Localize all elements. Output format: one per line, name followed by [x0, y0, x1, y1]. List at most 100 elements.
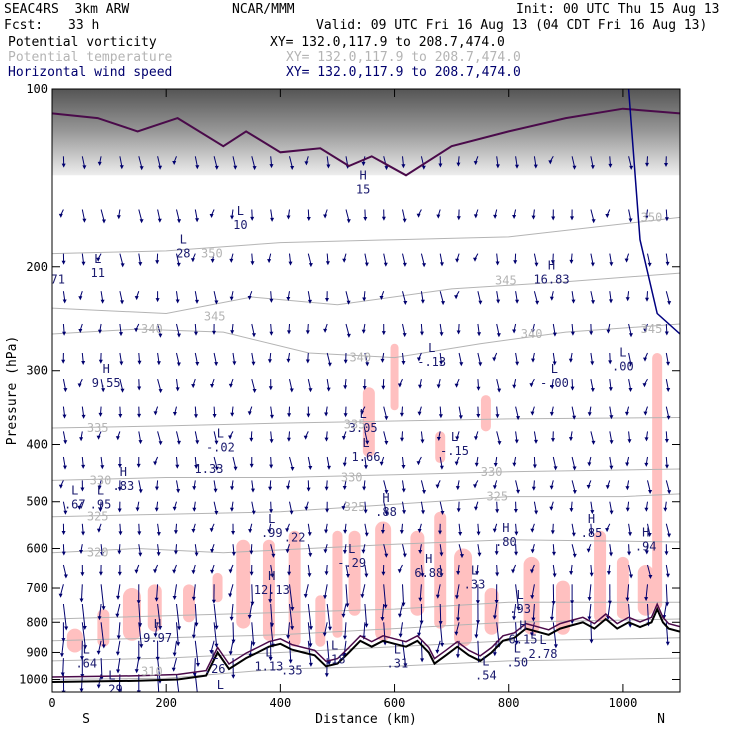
- wind-vector-head: [117, 550, 122, 555]
- wind-vector-head: [116, 669, 120, 674]
- wind-vector: [627, 501, 630, 509]
- wind-vector-head: [270, 573, 275, 578]
- wind-vector: [289, 501, 293, 512]
- wind-vector: [552, 456, 557, 468]
- wind-vector-head: [271, 553, 276, 558]
- wind-vector-head: [552, 332, 557, 337]
- wind-vector-head: [569, 259, 574, 264]
- theta-label: 340: [349, 351, 371, 365]
- pv-extremum-kind: L: [211, 648, 218, 662]
- wind-vector-head: [398, 633, 403, 638]
- wind-vector-head: [81, 531, 86, 536]
- x-tick-label: 1000: [608, 696, 637, 710]
- pv-extremum-value: .31: [387, 657, 409, 671]
- wind-vector: [270, 456, 272, 466]
- theta-label: 310: [141, 665, 163, 679]
- wind-vector: [570, 253, 573, 261]
- wind-vector: [496, 156, 499, 166]
- wind-vector: [229, 584, 234, 595]
- wind-vector-head: [324, 529, 328, 534]
- wind-vector-head: [305, 330, 310, 335]
- wind-vector: [119, 291, 123, 302]
- wind-vector-head: [308, 263, 313, 268]
- wind-vector: [477, 291, 481, 302]
- pv-fill-patch: [362, 387, 375, 458]
- wind-vector-head: [343, 529, 348, 534]
- wind-vector: [269, 480, 272, 488]
- wind-vector: [533, 456, 536, 466]
- wind-vector: [363, 480, 366, 488]
- pv-fill-patch: [637, 565, 654, 616]
- wind-vector-head: [214, 362, 219, 367]
- wind-vector-head: [177, 333, 181, 338]
- wind-vector-head: [155, 260, 160, 265]
- wind-vector: [194, 674, 198, 692]
- wind-vector: [570, 501, 573, 510]
- wind-vector: [383, 253, 387, 264]
- pv-extremum-kind: L: [268, 512, 275, 526]
- wind-vector: [99, 480, 102, 487]
- wind-vector-head: [456, 216, 461, 221]
- wind-vector-head: [418, 550, 423, 554]
- wind-vector-head: [156, 361, 161, 366]
- wind-vector: [513, 209, 517, 217]
- wind-vector-head: [648, 575, 653, 579]
- wind-vector: [343, 253, 347, 260]
- wind-vector: [138, 253, 141, 264]
- wind-vector: [176, 209, 180, 221]
- wind-vector: [570, 352, 573, 360]
- wind-vector-head: [456, 162, 461, 167]
- wind-vector: [176, 352, 180, 364]
- wind-vector: [608, 564, 611, 573]
- pv-extremum-kind: L: [180, 233, 187, 247]
- wind-vector: [496, 323, 500, 335]
- wind-vector-head: [364, 465, 368, 470]
- wind-vector-head: [648, 490, 653, 494]
- theta-isoline: [52, 417, 680, 429]
- wind-vector: [156, 584, 159, 599]
- wind-vector-head: [587, 616, 592, 621]
- wind-vector-head: [534, 439, 538, 444]
- wind-vector: [307, 323, 309, 332]
- wind-vector-head: [360, 410, 365, 415]
- wind-vector-head: [341, 613, 346, 618]
- wind-vector: [513, 603, 517, 618]
- wind-vector-head: [138, 440, 143, 445]
- wind-vector: [361, 584, 366, 596]
- theta-label: 325: [344, 500, 366, 514]
- wind-vector-head: [628, 532, 633, 537]
- wind-vector-head: [137, 531, 142, 536]
- wind-vector-head: [250, 261, 255, 266]
- wind-vector-head: [195, 362, 200, 366]
- wind-vector: [138, 431, 141, 442]
- wind-vector: [609, 431, 613, 442]
- wind-vector: [345, 291, 350, 302]
- wind-vector: [665, 406, 670, 418]
- wind-vector: [645, 584, 648, 599]
- wind-vector-head: [115, 436, 120, 441]
- theta-label: 345: [495, 274, 517, 288]
- wind-vector-head: [289, 388, 294, 393]
- wind-vector: [438, 378, 441, 386]
- wind-vector: [100, 544, 103, 554]
- wind-vector-head: [644, 215, 649, 220]
- wind-vector: [345, 564, 349, 576]
- wind-vector: [571, 523, 575, 534]
- wind-vector-head: [324, 412, 329, 417]
- wind-vector: [232, 156, 236, 167]
- wind-vector-head: [548, 160, 553, 165]
- x-tick-label: 0: [48, 696, 55, 710]
- wind-vector-head: [119, 361, 124, 366]
- wind-vector: [344, 523, 347, 531]
- wind-vector: [156, 501, 159, 509]
- wind-vector-head: [492, 357, 497, 362]
- pv-extremum-value: 15: [356, 183, 370, 197]
- wind-vector-head: [513, 260, 518, 265]
- wind-vector-head: [384, 441, 389, 445]
- wind-vector-head: [97, 161, 102, 166]
- wind-vector: [588, 456, 592, 464]
- wind-vector-head: [153, 461, 158, 466]
- wind-vector: [249, 603, 253, 617]
- wind-vector: [476, 456, 479, 464]
- wind-vector-head: [195, 218, 200, 223]
